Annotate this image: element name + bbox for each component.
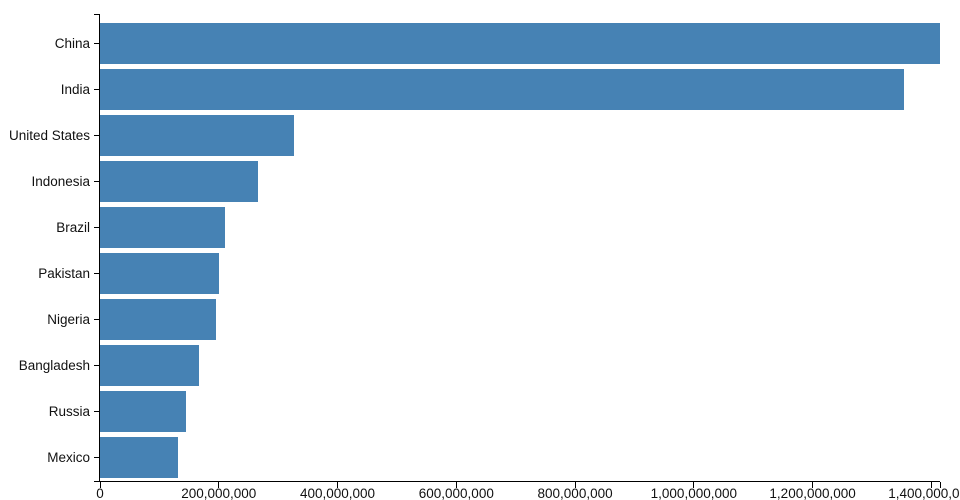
- x-axis-tick-6: [812, 481, 814, 488]
- category-label-china: China: [54, 35, 90, 51]
- x-axis-tick-label-7: 1,400,000,000: [888, 486, 960, 500]
- y-tick-russia: [94, 411, 100, 412]
- x-axis-tick-3: [455, 481, 457, 488]
- y-tick-nigeria: [94, 319, 100, 320]
- x-axis-tick-0: [99, 481, 101, 488]
- bar-bangladesh: [100, 345, 199, 386]
- bar-pakistan: [100, 253, 220, 294]
- category-label-brazil: Brazil: [56, 219, 90, 235]
- x-axis-tick-label-2: 400,000,000: [299, 486, 376, 500]
- x-axis-tick-label-5: 1,000,000,000: [650, 486, 737, 500]
- y-tick-pakistan: [94, 273, 100, 274]
- category-label-nigeria: Nigeria: [47, 311, 90, 327]
- x-axis-line: [100, 480, 941, 482]
- x-axis-tick-label-6: 1,200,000,000: [769, 486, 856, 500]
- y-tick-united-states: [94, 135, 100, 136]
- x-axis-tick-1: [218, 481, 220, 488]
- category-label-india: India: [60, 81, 90, 97]
- x-axis-tick-label-3: 600,000,000: [418, 486, 494, 500]
- y-tick-brazil: [94, 227, 100, 228]
- category-label-mexico: Mexico: [47, 449, 90, 465]
- x-axis-tick-5: [693, 481, 695, 488]
- y-tick-india: [94, 89, 100, 90]
- y-tick-bangladesh: [94, 365, 100, 366]
- x-axis-tick-label-0: 0: [96, 486, 104, 500]
- category-label-indonesia: Indonesia: [31, 173, 90, 189]
- bar-india: [100, 69, 905, 110]
- y-axis-bottom-outer-tick: [94, 480, 100, 482]
- x-axis-tick-4: [574, 481, 576, 488]
- bar-nigeria: [100, 299, 217, 340]
- bar-russia: [100, 391, 186, 432]
- x-axis-tick-7: [930, 481, 932, 488]
- x-axis-tick-label-1: 200,000,000: [181, 486, 257, 500]
- y-axis-top-outer-tick: [94, 14, 100, 15]
- y-tick-china: [94, 43, 100, 44]
- x-axis-tick-label-4: 800,000,000: [537, 486, 613, 500]
- bar-indonesia: [100, 161, 259, 202]
- category-label-bangladesh: Bangladesh: [18, 357, 90, 373]
- bar-mexico: [100, 437, 178, 478]
- y-tick-indonesia: [94, 181, 100, 182]
- bar-united-states: [100, 115, 294, 156]
- y-axis-line: [99, 14, 100, 481]
- bar-brazil: [100, 207, 226, 248]
- x-axis-end-outer-tick: [939, 481, 941, 488]
- category-label-pakistan: Pakistan: [38, 265, 90, 281]
- category-label-russia: Russia: [48, 403, 90, 419]
- y-tick-mexico: [94, 457, 100, 458]
- category-label-united-states: United States: [8, 127, 90, 143]
- x-axis-tick-2: [337, 481, 339, 488]
- bar-china: [100, 23, 941, 64]
